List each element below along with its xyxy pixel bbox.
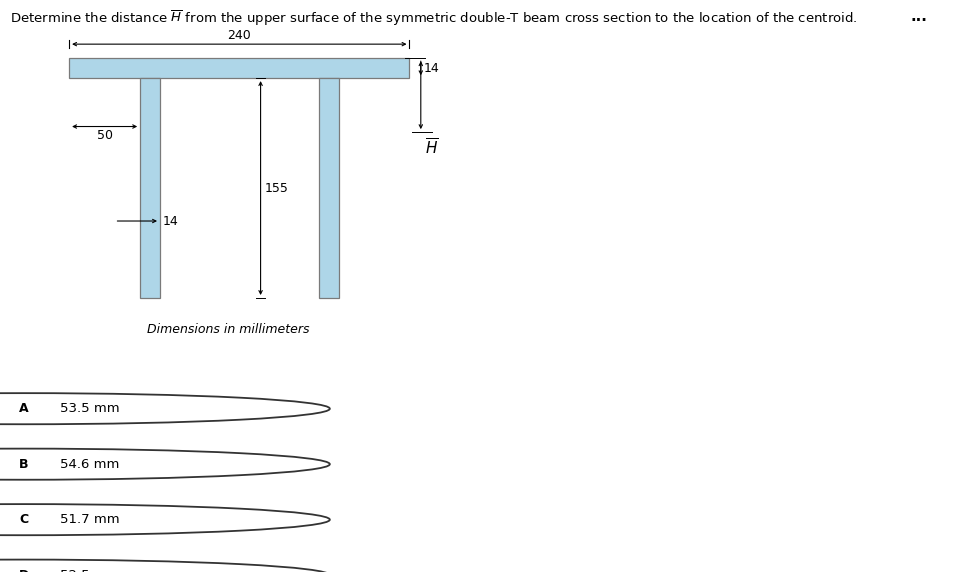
Text: D: D bbox=[19, 569, 29, 572]
Text: 54.6 mm: 54.6 mm bbox=[60, 458, 120, 471]
Text: Determine the distance $\overline{H}$ from the upper surface of the symmetric do: Determine the distance $\overline{H}$ fr… bbox=[10, 9, 857, 28]
Text: 14: 14 bbox=[424, 62, 440, 75]
Text: 51.7 mm: 51.7 mm bbox=[60, 513, 120, 526]
Text: 53.5 mm: 53.5 mm bbox=[60, 402, 120, 415]
Text: $\overline{H}$: $\overline{H}$ bbox=[425, 138, 439, 158]
Text: B: B bbox=[19, 458, 29, 471]
Text: 14: 14 bbox=[163, 214, 179, 228]
Text: ...: ... bbox=[911, 9, 927, 23]
Bar bbox=[69, 58, 409, 78]
Text: 155: 155 bbox=[265, 181, 289, 194]
Text: A: A bbox=[19, 402, 29, 415]
Text: 50: 50 bbox=[97, 129, 113, 142]
Text: C: C bbox=[19, 513, 29, 526]
Text: 52.5 mm: 52.5 mm bbox=[60, 569, 120, 572]
Bar bbox=[141, 78, 160, 298]
Text: Dimensions in millimeters: Dimensions in millimeters bbox=[147, 323, 310, 336]
Bar bbox=[318, 78, 338, 298]
Text: 240: 240 bbox=[228, 29, 251, 42]
